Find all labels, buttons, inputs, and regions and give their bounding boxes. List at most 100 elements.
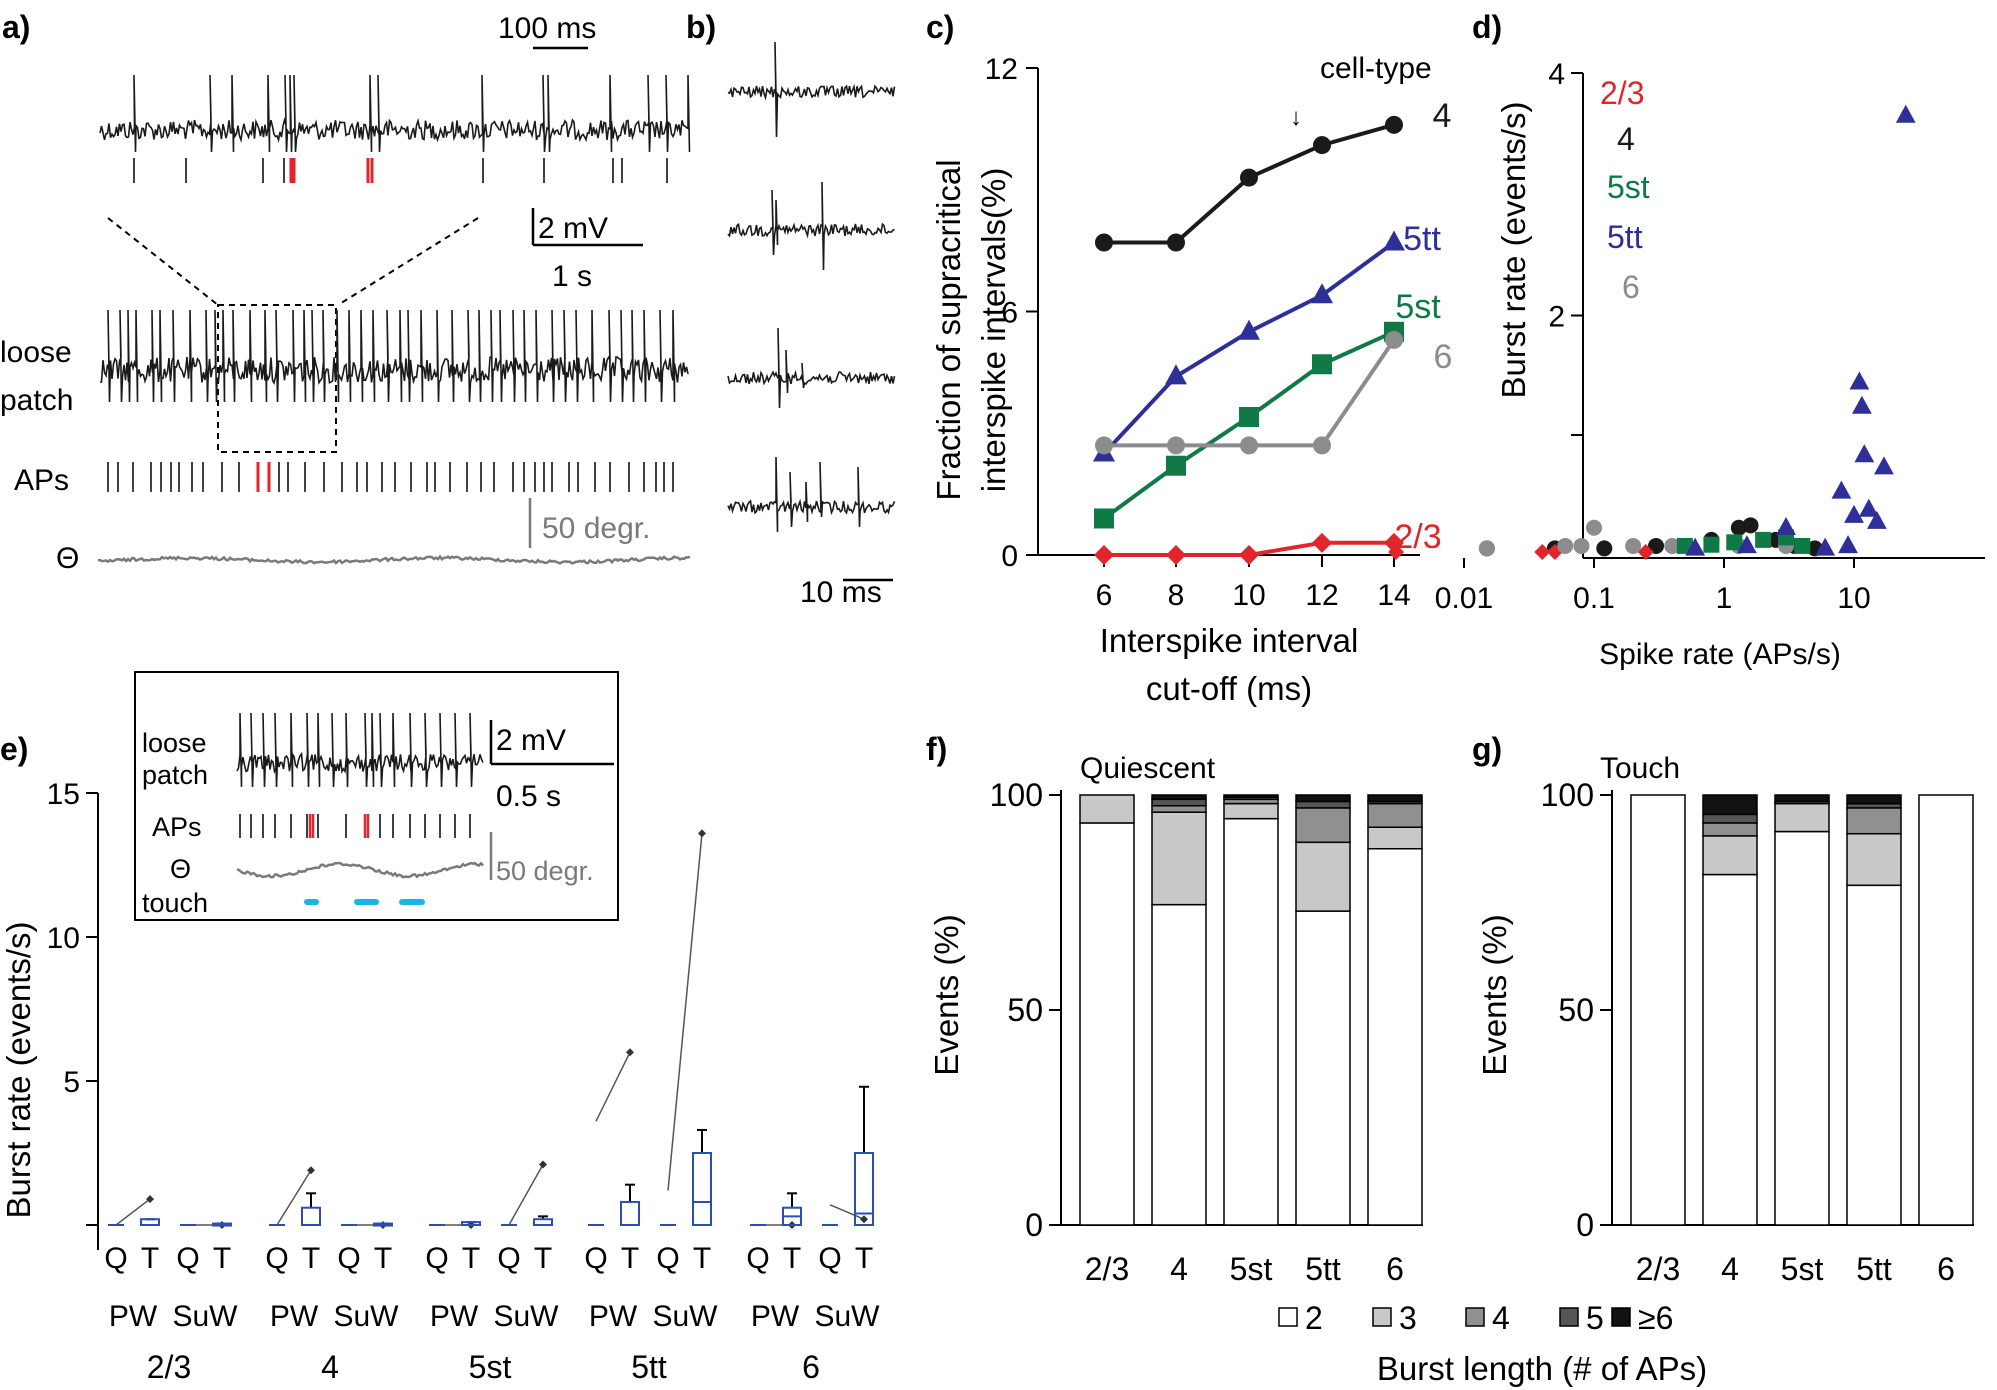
d-point-5tt (1851, 395, 1872, 414)
f-category-label: 2/3 (1085, 1251, 1129, 1287)
e-condition-q: Q (337, 1242, 360, 1275)
e-whisker-label: SuW (652, 1300, 718, 1333)
c-xlabel-line2: cut-off (ms) (1146, 670, 1312, 707)
e-whisker-label: PW (270, 1300, 319, 1333)
d-legend-5tt: 5tt (1607, 219, 1643, 255)
c-series-label-5st: 5st (1395, 288, 1441, 326)
e-box (692, 1152, 712, 1226)
bar-legend-swatch-5 (1559, 1307, 1579, 1327)
c-point-6 (1313, 436, 1331, 455)
d-point-5tt (1831, 480, 1852, 499)
g-bar-segment (1774, 802, 1830, 833)
e-inset-scale-05s: 0.5 s (496, 780, 561, 813)
c-x-tick-label: 6 (1096, 579, 1113, 612)
g-bar-segment (1846, 794, 1902, 805)
c-x-tick-label: 8 (1168, 579, 1185, 612)
e-condition-t: T (213, 1242, 231, 1275)
e-inset-loose: loose (142, 728, 207, 758)
d-y-tick-label: 4 (1548, 58, 1565, 91)
f-y-tick-label: 100 (990, 777, 1043, 813)
c-point-4 (1240, 168, 1258, 187)
d-point-6 (1573, 537, 1590, 554)
e-pair-marker (698, 829, 706, 838)
d-point-5tt (1895, 104, 1916, 123)
e-condition-q: Q (265, 1242, 288, 1275)
g-bar-segment (1702, 835, 1758, 876)
bar-legend-label-≥6: ≥6 (1638, 1300, 1673, 1336)
e-group-label: 5tt (631, 1349, 667, 1385)
c-point-4 (1095, 233, 1113, 252)
g-category-label: 2/3 (1636, 1251, 1680, 1287)
c-series-label-6: 6 (1434, 338, 1453, 376)
e-inset-frame (134, 671, 619, 921)
d-point-5st (1755, 531, 1772, 548)
g-y-tick-label: 50 (1558, 992, 1594, 1028)
d-legend-5st: 5st (1607, 169, 1650, 205)
bar-legend-swatch-2 (1278, 1307, 1298, 1327)
b-scale-10ms: 10 ms (800, 576, 882, 609)
e-ylabel: Burst rate (events/s) (0, 921, 37, 1218)
d-point-5tt (1866, 510, 1887, 529)
bar-legend-label-4: 4 (1492, 1300, 1510, 1336)
d-x-tick-label: 0.1 (1573, 582, 1615, 615)
a-zoom-line-right (337, 217, 479, 306)
c-point-5tt (1165, 364, 1187, 385)
b-spike-trace-1 (727, 41, 896, 138)
c-point-4 (1385, 115, 1403, 134)
f-y-tick-label: 0 (1025, 1207, 1043, 1243)
foreground-layer: 0 6 12 6 8 10 12 14 4 5tt 5st 6 2/3 2 4 0.01 0.1 1 10 2/3 4 5… (47, 41, 1985, 1385)
b-spike-trace-3 (727, 327, 896, 409)
c-point-5st (1312, 354, 1332, 375)
c-point-2/3 (1094, 545, 1114, 565)
e-whisker-label: PW (589, 1300, 638, 1333)
f-bar-segment (1295, 807, 1351, 844)
c-point-5st (1239, 407, 1259, 428)
e-pair-line (115, 1198, 151, 1226)
e-group-label: 2/3 (147, 1349, 191, 1385)
c-point-2/3 (1312, 532, 1332, 553)
panel-label-g: g) (1472, 731, 1502, 767)
g-category-label: 5tt (1856, 1251, 1892, 1287)
c-x-tick-label: 14 (1377, 579, 1410, 612)
c-series-line-6 (1104, 338, 1396, 448)
e-whisker-label: SuW (814, 1300, 880, 1333)
g-bar-segment (1702, 794, 1758, 816)
d-point-5tt (1858, 498, 1879, 517)
e-whisker-label: PW (751, 1300, 800, 1333)
d-point-5tt (1838, 535, 1858, 554)
g-bar-segment (1702, 822, 1758, 837)
d-point-5st (1726, 534, 1743, 551)
d-point-6 (1625, 537, 1642, 554)
d-point-2/3 (1637, 544, 1654, 560)
c-y-tick-label: 0 (1001, 540, 1018, 573)
e-condition-t: T (693, 1242, 711, 1275)
panel-label-a: a) (2, 9, 30, 45)
panel-label-e: e) (0, 731, 28, 767)
f-bar-segment (1223, 794, 1279, 798)
e-inset-theta-trace (236, 861, 484, 879)
e-inset-aps: APs (152, 812, 202, 842)
g-bar-segment (1702, 873, 1758, 1226)
f-title: Quiescent (1080, 752, 1216, 785)
c-point-5tt (1238, 319, 1260, 340)
c-x-tick-label: 12 (1305, 579, 1338, 612)
e-group-label: 6 (802, 1349, 820, 1385)
f-bar-segment (1079, 822, 1135, 1226)
e-box (301, 1206, 321, 1226)
e-inset-theta: Θ (170, 854, 191, 884)
d-point-6 (1664, 537, 1681, 554)
d-point-5tt (1849, 371, 1870, 390)
c-series-label-2/3: 2/3 (1394, 518, 1441, 556)
e-y-tick-label: 15 (47, 778, 80, 811)
d-point-5tt (1844, 504, 1864, 523)
e-inset-patch: patch (142, 760, 208, 790)
f-bar-segment (1295, 794, 1351, 803)
d-point-4 (1648, 537, 1665, 554)
d-point-5tt (1736, 535, 1757, 554)
g-bar-segment (1918, 794, 1974, 1226)
c-point-2/3 (1166, 545, 1186, 565)
e-condition-q: Q (584, 1242, 607, 1275)
e-condition-t: T (783, 1242, 801, 1275)
d-point-5tt (1854, 444, 1875, 463)
d-xlabel: Spike rate (APs/s) (1599, 638, 1841, 671)
